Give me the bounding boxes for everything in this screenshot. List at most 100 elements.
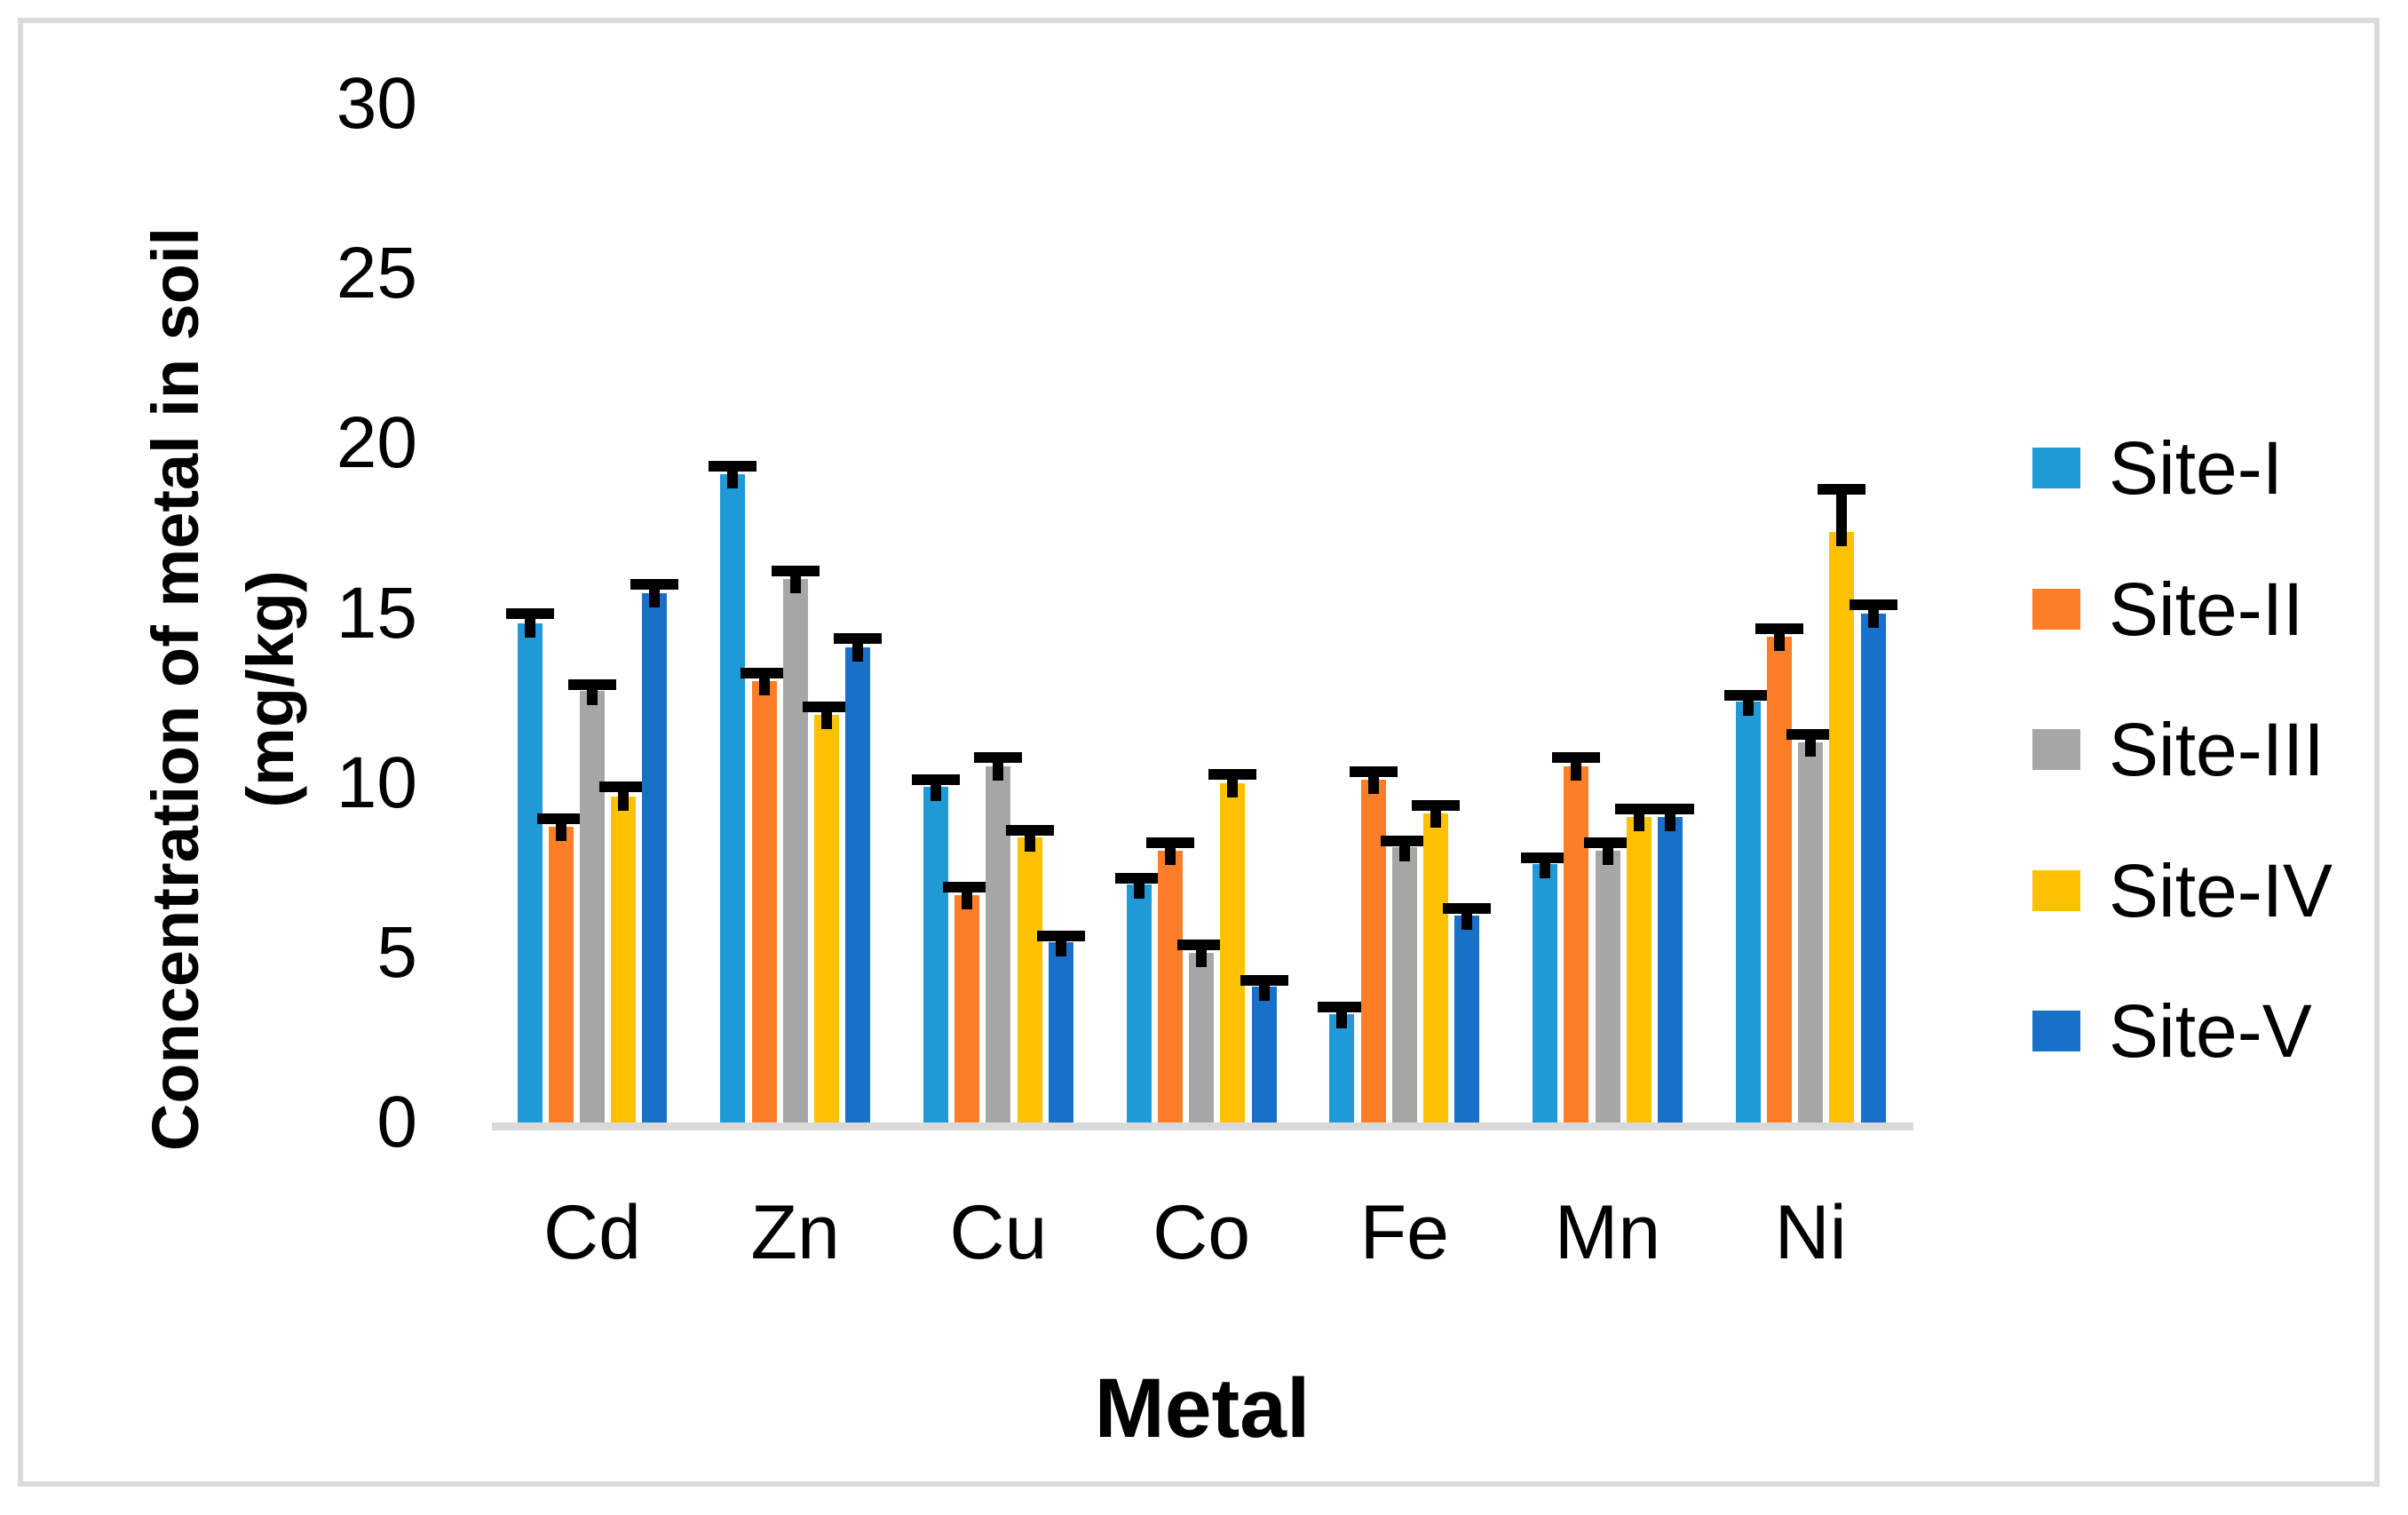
legend-swatch-site-i bbox=[2032, 448, 2080, 488]
x-axis-title: Metal bbox=[1094, 1361, 1311, 1456]
figure-border bbox=[18, 18, 2380, 1487]
x-label-fe: Fe bbox=[1359, 1190, 1449, 1275]
legend-item-site-v: Site-V bbox=[2032, 994, 2312, 1068]
error-bar-cap-site-iii-cd bbox=[568, 679, 616, 691]
error-bar-cap-site-iv-cu bbox=[1005, 825, 1054, 837]
bar-site-iii-co bbox=[1189, 952, 1215, 1124]
error-bar-cap-site-ii-cd bbox=[536, 813, 585, 825]
x-label-mn: Mn bbox=[1554, 1190, 1661, 1275]
bar-site-iv-co bbox=[1220, 782, 1246, 1124]
bar-site-v-ni bbox=[1860, 613, 1886, 1124]
error-bar-cap-site-iv-zn bbox=[802, 701, 851, 712]
y-tick-30: 30 bbox=[336, 63, 417, 145]
bar-site-iv-cu bbox=[1017, 837, 1042, 1124]
x-axis-line bbox=[492, 1122, 1913, 1130]
error-bar-cap-site-ii-mn bbox=[1552, 752, 1601, 764]
error-bar-cap-site-v-cu bbox=[1036, 931, 1085, 941]
error-bar-cap-site-i-cu bbox=[912, 774, 960, 786]
error-bar-cap-site-iii-co bbox=[1177, 939, 1226, 950]
error-bar-cap-site-iv-co bbox=[1208, 769, 1257, 781]
x-label-cd: Cd bbox=[543, 1190, 641, 1275]
bar-site-ii-ni bbox=[1767, 637, 1792, 1124]
bar-site-ii-cd bbox=[548, 827, 574, 1124]
bar-site-iv-fe bbox=[1423, 813, 1448, 1124]
bar-site-i-fe bbox=[1329, 1013, 1355, 1124]
legend-swatch-site-ii bbox=[2032, 588, 2080, 630]
error-bar-cap-site-iii-fe bbox=[1380, 835, 1429, 846]
error-bar-cap-site-iv-cd bbox=[599, 781, 648, 792]
legend-item-site-iii: Site-III bbox=[2032, 712, 2325, 787]
bar-site-v-co bbox=[1251, 987, 1277, 1124]
bar-site-ii-co bbox=[1157, 851, 1183, 1124]
legend-label-site-iii: Site-III bbox=[2109, 708, 2325, 791]
legend-swatch-site-iii bbox=[2032, 729, 2080, 770]
bar-site-iv-zn bbox=[813, 715, 839, 1124]
legend-item-site-ii: Site-II bbox=[2032, 572, 2303, 646]
error-bar-cap-site-i-co bbox=[1114, 873, 1163, 884]
bar-site-iii-ni bbox=[1798, 742, 1824, 1124]
legend-label-site-iv: Site-IV bbox=[2109, 848, 2333, 932]
error-bar-cap-site-iii-mn bbox=[1583, 837, 1632, 848]
error-bar-cap-site-ii-cu bbox=[943, 881, 992, 892]
error-bar-stem-site-iv-ni bbox=[1836, 484, 1848, 546]
bar-site-i-ni bbox=[1735, 701, 1761, 1124]
error-bar-cap-site-v-ni bbox=[1849, 599, 1897, 611]
bar-site-iii-cd bbox=[580, 691, 605, 1124]
error-bar-cap-site-v-zn bbox=[834, 633, 883, 645]
legend-label-site-i: Site-I bbox=[2109, 426, 2284, 510]
y-tick-5: 5 bbox=[376, 911, 417, 993]
bar-site-v-cd bbox=[642, 592, 668, 1124]
error-bar-cap-site-v-mn bbox=[1645, 803, 1694, 814]
x-label-cu: Cu bbox=[949, 1190, 1048, 1275]
x-label-ni: Ni bbox=[1774, 1190, 1847, 1275]
bar-site-i-cu bbox=[923, 786, 948, 1124]
bar-site-v-mn bbox=[1657, 816, 1683, 1124]
bar-site-iii-fe bbox=[1391, 847, 1417, 1124]
legend-swatch-site-v bbox=[2032, 1011, 2080, 1051]
legend-item-site-i: Site-I bbox=[2032, 431, 2283, 505]
bar-site-iii-cu bbox=[986, 765, 1011, 1124]
error-bar-cap-site-iii-zn bbox=[771, 566, 820, 577]
error-bar-cap-site-v-cd bbox=[630, 579, 679, 591]
y-tick-15: 15 bbox=[336, 572, 417, 654]
y-tick-20: 20 bbox=[336, 402, 417, 484]
y-tick-0: 0 bbox=[376, 1082, 417, 1162]
legend-label-site-v: Site-V bbox=[2109, 989, 2312, 1073]
error-bar-cap-site-ii-co bbox=[1145, 837, 1194, 848]
error-bar-cap-site-v-fe bbox=[1443, 903, 1492, 915]
error-bar-cap-site-ii-zn bbox=[740, 667, 788, 678]
bar-site-i-co bbox=[1126, 884, 1152, 1124]
error-bar-cap-site-ii-ni bbox=[1755, 623, 1803, 635]
error-bar-cap-site-iv-ni bbox=[1818, 484, 1866, 496]
y-tick-10: 10 bbox=[336, 742, 417, 823]
error-bar-cap-site-i-fe bbox=[1318, 1002, 1366, 1013]
bar-site-iv-ni bbox=[1829, 531, 1855, 1124]
bar-site-iii-zn bbox=[782, 579, 808, 1124]
bar-site-iv-mn bbox=[1626, 816, 1652, 1124]
bar-site-ii-cu bbox=[954, 894, 980, 1124]
bar-site-iii-mn bbox=[1595, 851, 1620, 1124]
x-label-zn: Zn bbox=[750, 1190, 840, 1275]
bar-site-v-zn bbox=[845, 646, 871, 1124]
bar-site-iv-cd bbox=[611, 796, 637, 1124]
y-tick-25: 25 bbox=[336, 233, 417, 314]
bar-site-ii-zn bbox=[751, 681, 777, 1124]
error-bar-cap-site-iv-fe bbox=[1412, 799, 1460, 811]
legend-item-site-iv: Site-IV bbox=[2032, 853, 2333, 928]
error-bar-cap-site-iii-ni bbox=[1786, 728, 1835, 740]
error-bar-cap-site-i-cd bbox=[505, 607, 554, 619]
error-bar-cap-site-v-co bbox=[1240, 974, 1288, 986]
error-bar-cap-site-i-zn bbox=[709, 460, 757, 472]
bar-site-i-mn bbox=[1533, 864, 1558, 1124]
bar-site-v-fe bbox=[1454, 915, 1480, 1124]
error-bar-cap-site-i-mn bbox=[1521, 853, 1570, 864]
bar-site-i-zn bbox=[720, 473, 746, 1124]
error-bar-cap-site-ii-fe bbox=[1349, 765, 1398, 777]
legend-swatch-site-iv bbox=[2032, 869, 2080, 911]
error-bar-cap-site-iii-cu bbox=[974, 752, 1023, 764]
x-label-co: Co bbox=[1153, 1190, 1251, 1275]
error-bar-cap-site-i-ni bbox=[1723, 689, 1772, 701]
bar-site-ii-fe bbox=[1360, 779, 1386, 1124]
bar-site-i-cd bbox=[517, 623, 543, 1124]
